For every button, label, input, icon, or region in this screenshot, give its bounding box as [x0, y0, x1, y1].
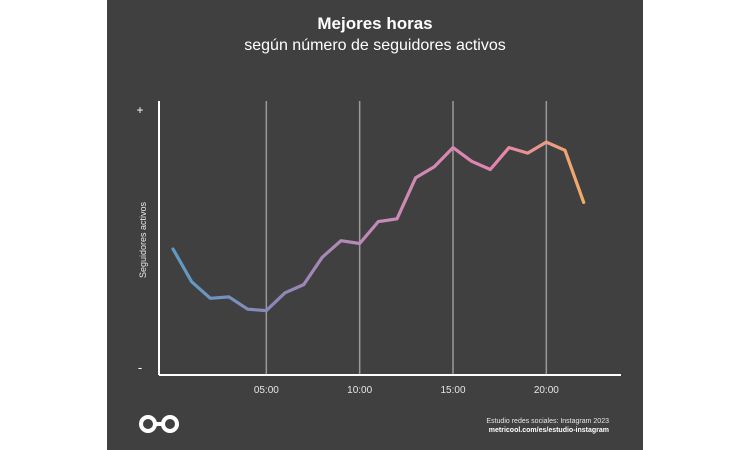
- line-chart: + - 05:00 10:00 15:00 20:00: [136, 101, 621, 396]
- infinity-logo-icon: [139, 415, 179, 433]
- chart-card: Mejores horas según número de seguidores…: [107, 0, 643, 450]
- x-tick-label-1: 10:00: [347, 385, 372, 396]
- x-tick-label-3: 20:00: [534, 385, 559, 396]
- x-tick-label-0: 05:00: [254, 385, 279, 396]
- y-axis-label: Seguidores activos: [138, 201, 148, 279]
- y-tick-top: +: [136, 103, 143, 117]
- x-tick-label-2: 15:00: [440, 385, 465, 396]
- footer-study-label: Estudio redes sociales: Instagram 2023: [486, 418, 609, 425]
- footer-url: metricool.com/es/estudio-instagram: [488, 427, 609, 434]
- chart-title: Mejores horas: [317, 14, 433, 33]
- series-line-0: [171, 140, 586, 313]
- chart-subtitle: según número de seguidores activos: [244, 37, 506, 54]
- y-tick-bottom: -: [138, 360, 142, 375]
